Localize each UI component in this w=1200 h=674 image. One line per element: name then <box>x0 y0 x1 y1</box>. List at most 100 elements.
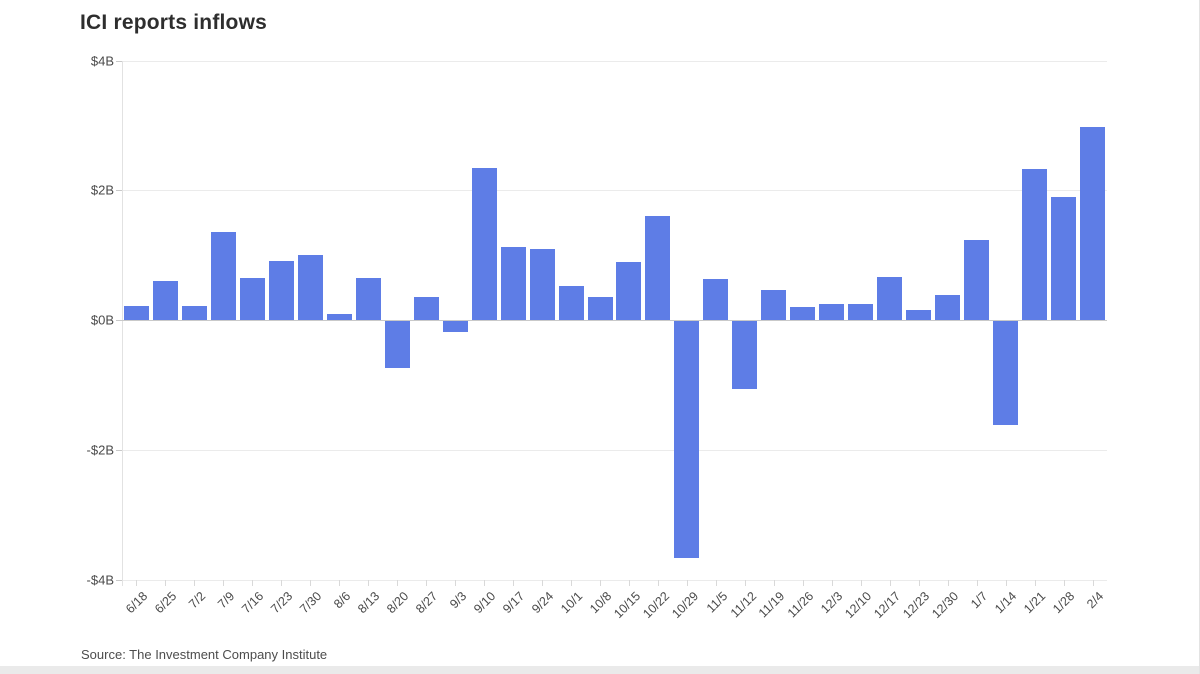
x-axis-label: 7/30 <box>297 588 325 616</box>
x-axis-label: 10/22 <box>639 588 672 621</box>
x-axis-label: 1/7 <box>968 588 991 611</box>
gridline <box>122 579 1107 581</box>
bar-7-9[interactable] <box>210 232 236 320</box>
y-axis-label: -$4B <box>86 572 114 587</box>
x-axis-label: 9/24 <box>528 588 556 616</box>
gridline <box>122 190 1107 192</box>
x-axis-tick <box>426 579 428 586</box>
x-axis-tick <box>339 579 341 586</box>
bar-12-17[interactable] <box>877 276 903 320</box>
x-axis-tick <box>368 579 370 586</box>
bar-1-21[interactable] <box>1022 169 1048 320</box>
bar-6-25[interactable] <box>152 281 178 320</box>
bar-1-7[interactable] <box>964 239 990 320</box>
x-axis-label: 11/26 <box>785 588 817 620</box>
bar-7-2[interactable] <box>181 305 207 320</box>
x-axis-tick <box>628 579 630 586</box>
x-axis-tick <box>194 579 196 586</box>
x-axis-tick <box>657 579 659 586</box>
bar-1-14[interactable] <box>993 321 1019 425</box>
source-note: Source: The Investment Company Institute <box>81 647 328 662</box>
x-axis-label: 11/5 <box>703 588 730 615</box>
bar-8-6[interactable] <box>326 313 352 320</box>
x-axis-label: 12/10 <box>842 588 875 621</box>
bar-9-3[interactable] <box>442 321 468 333</box>
x-axis-label: 9/17 <box>499 588 528 616</box>
x-axis-label: 1/21 <box>1021 588 1049 616</box>
x-axis-label: 11/19 <box>756 588 788 620</box>
y-axis-label: $2B <box>90 182 114 198</box>
bar-9-17[interactable] <box>500 247 526 320</box>
x-axis-tick <box>136 579 138 586</box>
x-axis-tick <box>686 579 688 586</box>
bar-8-20[interactable] <box>384 321 410 369</box>
y-axis-line <box>122 60 123 586</box>
gridline <box>122 60 1107 62</box>
x-axis-label: 8/6 <box>330 588 354 611</box>
bar-10-8[interactable] <box>587 296 613 320</box>
bar-10-29[interactable] <box>674 321 700 558</box>
bar-12-23[interactable] <box>906 310 932 320</box>
bar-12-3[interactable] <box>819 303 845 320</box>
x-axis-label: 6/18 <box>123 588 151 616</box>
bar-8-13[interactable] <box>355 278 381 320</box>
bar-2-4[interactable] <box>1080 126 1105 320</box>
bar-12-10[interactable] <box>848 303 874 320</box>
bar-7-30[interactable] <box>297 255 323 320</box>
x-axis-tick <box>773 579 775 586</box>
y-axis-tick <box>116 60 122 62</box>
x-axis-tick <box>918 579 920 586</box>
x-axis-tick <box>513 579 515 586</box>
x-axis-tick <box>947 579 949 586</box>
x-axis-label: 6/25 <box>152 588 180 616</box>
y-axis-tick <box>116 190 122 192</box>
bar-9-10[interactable] <box>471 167 497 320</box>
x-axis-tick <box>744 579 746 586</box>
x-axis-label: 9/3 <box>446 588 470 611</box>
x-axis-label: 10/1 <box>557 588 585 616</box>
x-axis-tick <box>310 579 312 586</box>
y-axis-label: $0B <box>90 312 114 328</box>
bar-8-27[interactable] <box>413 297 439 320</box>
x-axis-tick <box>1005 579 1007 586</box>
x-axis-tick <box>831 579 833 586</box>
x-axis-label: 9/10 <box>470 588 499 616</box>
x-axis-tick <box>1034 579 1036 586</box>
bar-11-19[interactable] <box>761 289 787 320</box>
bottom-strip <box>0 666 1200 674</box>
bar-6-18[interactable] <box>123 305 149 320</box>
x-axis-tick <box>165 579 167 586</box>
plot-area: $4B $2B $0B -$2B -$4B 6/18 6/25 7/2 7/9 7/16 7/23 7… <box>86 53 1107 621</box>
x-axis-label: 7/23 <box>268 588 296 616</box>
bar-7-23[interactable] <box>268 260 294 320</box>
x-axis-tick <box>860 579 862 586</box>
x-axis-label: 10/15 <box>610 588 643 621</box>
bar-9-24[interactable] <box>529 248 555 320</box>
x-axis-tick <box>600 579 601 586</box>
bar-10-22[interactable] <box>645 215 671 320</box>
y-axis-tick <box>116 579 122 581</box>
x-axis-tick <box>976 579 978 586</box>
x-axis-label: 1/28 <box>1050 588 1078 616</box>
x-axis-tick <box>542 579 544 586</box>
x-axis-label: 8/27 <box>412 588 441 616</box>
bar-12-30[interactable] <box>935 295 961 320</box>
bar-1-28[interactable] <box>1051 196 1077 320</box>
chart-title: ICI reports inflows <box>80 11 267 34</box>
bar-11-5[interactable] <box>703 279 729 320</box>
bar-10-1[interactable] <box>558 285 584 320</box>
x-axis-label: 2/4 <box>1084 588 1107 611</box>
x-axis-tick <box>571 579 573 586</box>
x-axis-tick <box>1063 579 1065 586</box>
x-axis-label: 12/17 <box>871 588 904 621</box>
bar-10-15[interactable] <box>616 261 642 320</box>
x-axis-label: 12/23 <box>900 588 933 621</box>
x-axis-label: 8/13 <box>355 588 383 616</box>
x-axis-label: 8/20 <box>384 588 412 616</box>
y-axis-label: $4B <box>90 53 114 68</box>
bar-7-16[interactable] <box>239 277 265 320</box>
x-axis-tick <box>484 579 486 586</box>
bar-11-26[interactable] <box>790 307 816 320</box>
bar-11-12[interactable] <box>732 321 758 390</box>
